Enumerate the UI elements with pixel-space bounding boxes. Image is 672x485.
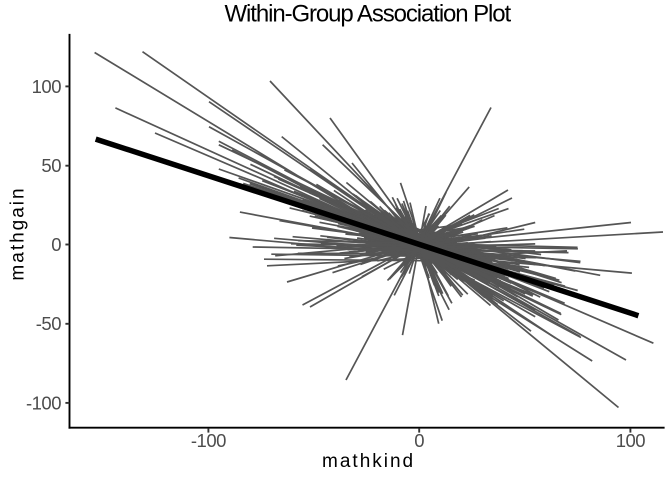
svg-text:100: 100 [32, 76, 62, 97]
svg-text:50: 50 [41, 155, 61, 176]
svg-text:Within-Group Association Plot: Within-Group Association Plot [225, 0, 512, 27]
svg-text:0: 0 [51, 234, 61, 255]
svg-text:-100: -100 [191, 430, 226, 451]
svg-text:mathkind: mathkind [322, 451, 415, 472]
svg-text:0: 0 [414, 430, 424, 451]
svg-text:100: 100 [616, 430, 646, 451]
svg-text:-50: -50 [36, 313, 61, 334]
svg-text:mathgain: mathgain [8, 186, 29, 280]
svg-text:-100: -100 [26, 392, 61, 413]
